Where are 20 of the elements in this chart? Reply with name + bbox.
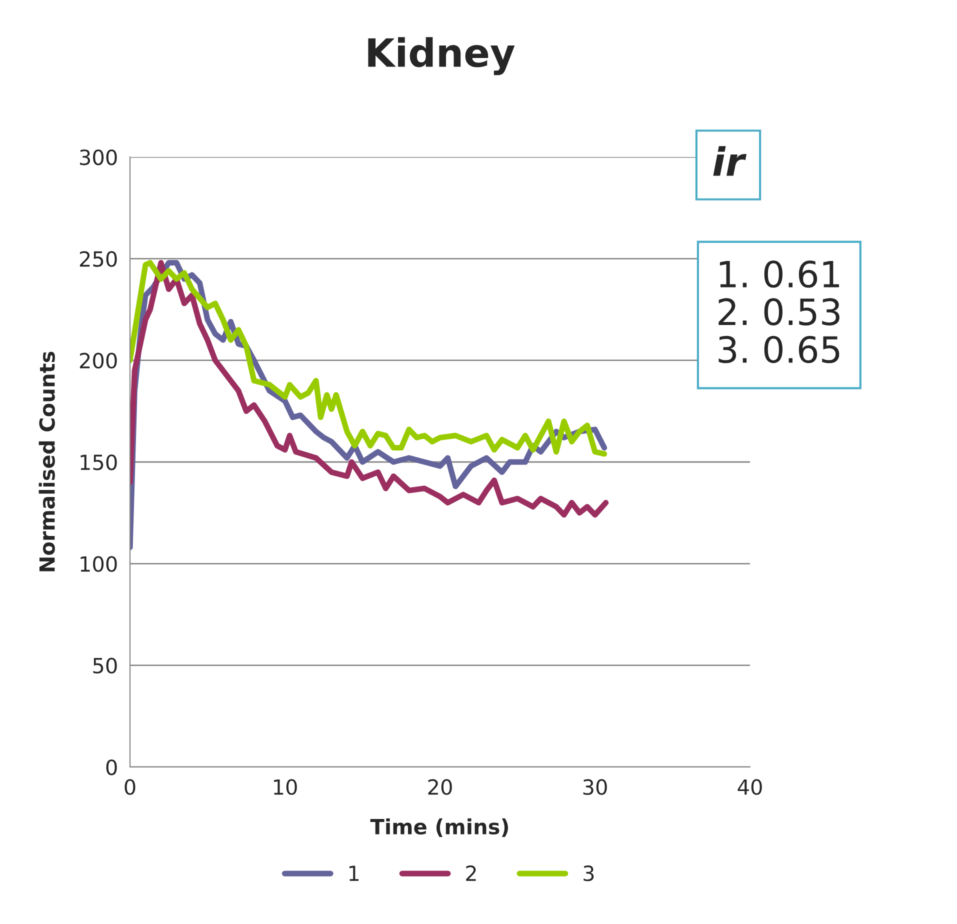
x-tick-label: 20: [428, 779, 452, 795]
legend-label: 3: [584, 865, 594, 882]
x-tick-label: 10: [274, 779, 297, 795]
annotation: ir: [713, 146, 747, 176]
y-tick-label: 300: [80, 149, 117, 166]
chart-title: Kidney: [368, 37, 515, 76]
y-tick-label: 50: [93, 658, 117, 674]
annotation: 1. 0.61 2. 0.53 3. 0.65: [718, 260, 840, 364]
y-axis-title: Normalised Counts: [38, 352, 55, 572]
y-tick-label: 0: [106, 759, 117, 776]
x-axis-title: Time (mins): [370, 818, 508, 837]
y-tick-label: 150: [80, 454, 117, 470]
x-tick-label: 0: [124, 779, 136, 795]
x-tick-label: 40: [738, 779, 762, 795]
x-tick-label: 30: [583, 779, 607, 795]
y-tick-label: 250: [80, 251, 117, 267]
legend-label: 2: [466, 865, 476, 881]
legend-label: 1: [349, 866, 359, 881]
y-tick-label: 100: [80, 556, 117, 572]
y-tick-label: 200: [80, 352, 117, 369]
